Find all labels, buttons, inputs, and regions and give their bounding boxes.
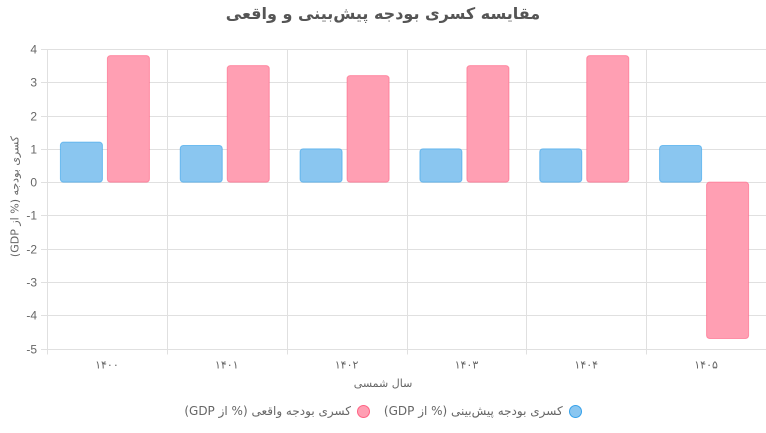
y-tick-label: 0: [30, 176, 37, 190]
legend-item-forecast[interactable]: کسری بودجه پیش‌بینی (% از GDP): [384, 404, 582, 418]
y-tick-label: -2: [26, 243, 37, 257]
y-tick-label: -1: [26, 209, 37, 223]
legend-label-actual: کسری بودجه واقعی (% از GDP): [184, 404, 351, 418]
y-tick-label: -4: [26, 309, 37, 323]
bar-forecast[interactable]: [659, 145, 703, 183]
bar-forecast[interactable]: [299, 148, 343, 183]
legend-swatch-actual-icon: [356, 404, 370, 418]
bar-chart-plot: 4 3 2 1 0 -1 -2 -3 -4 -5 ۱۴۰۰ ۱۴۰۱ ۱۴۰۲ ۱۴۰۳ ۱۴۰۴ ۱۴۰۵: [26, 43, 766, 372]
y-tick-label: 1: [30, 143, 37, 157]
chart-title: مقایسه کسری بودجه پیش‌بینی و واقعی: [225, 4, 541, 23]
bar-actual[interactable]: [346, 75, 390, 183]
bar-actual[interactable]: [706, 181, 750, 340]
x-tick-label: ۱۴۰۰: [95, 359, 119, 372]
x-axis-label: سال شمسی: [353, 377, 413, 390]
legend-swatch-forecast-icon: [568, 404, 582, 418]
bar-forecast[interactable]: [539, 148, 583, 183]
bar-actual[interactable]: [226, 65, 270, 183]
bar-forecast[interactable]: [59, 141, 103, 183]
x-tick-label: ۱۴۰۴: [574, 359, 598, 372]
bar-actual[interactable]: [106, 55, 150, 183]
y-tick-label: 3: [30, 76, 37, 90]
x-tick-label: ۱۴۰۲: [335, 359, 359, 372]
bar-actual[interactable]: [586, 55, 630, 183]
bar-forecast[interactable]: [179, 145, 223, 183]
y-tick-label: 4: [30, 43, 37, 57]
y-tick-label: 2: [30, 110, 37, 124]
bar-actual[interactable]: [466, 65, 510, 183]
legend-label-forecast: کسری بودجه پیش‌بینی (% از GDP): [383, 404, 563, 418]
y-tick-label: -5: [26, 343, 37, 357]
bar-forecast[interactable]: [419, 148, 463, 183]
x-tick-label: ۱۴۰۵: [694, 359, 718, 372]
legend: کسری بودجه پیش‌بینی (% از GDP) کسری بودج…: [0, 404, 766, 418]
x-tick-label: ۱۴۰۳: [455, 359, 479, 372]
legend-item-actual[interactable]: کسری بودجه واقعی (% از GDP): [184, 404, 370, 418]
x-tick-label: ۱۴۰۱: [215, 359, 239, 372]
y-tick-label: -3: [26, 276, 37, 290]
